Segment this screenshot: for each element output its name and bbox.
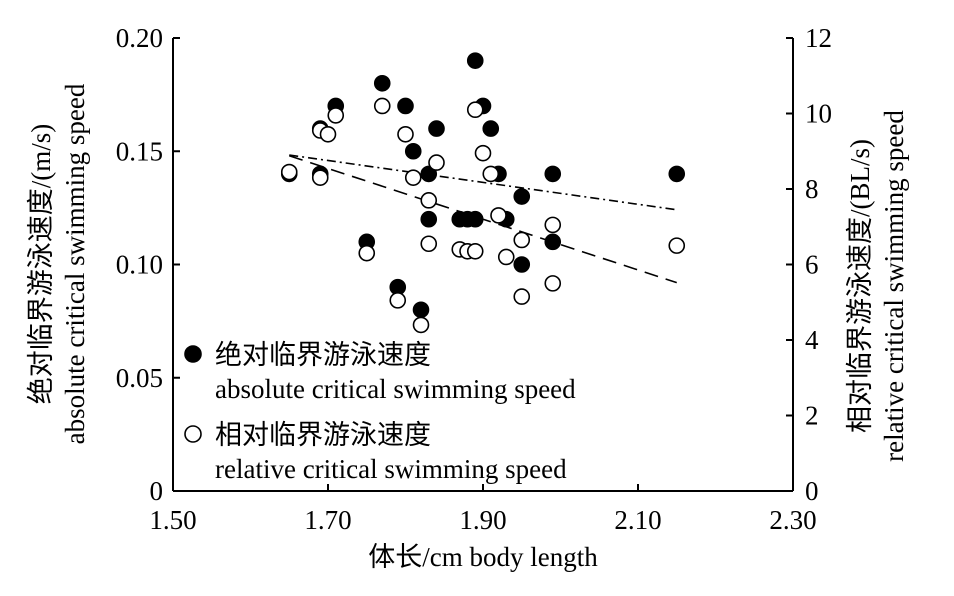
relative-speed-point (280, 163, 298, 181)
relative-speed-point (482, 165, 500, 183)
absolute-speed-point (404, 142, 422, 160)
absolute-speed-point (544, 165, 562, 183)
absolute-speed-point (412, 301, 430, 319)
relative-speed-point (490, 207, 507, 224)
relative-speed-point (373, 97, 391, 115)
legend-label-relative-cn: 相对临界游泳速度 (215, 420, 431, 450)
relative-speed-point (327, 107, 345, 124)
relative-speed-point (420, 192, 438, 209)
absolute-speed-point (482, 120, 500, 137)
left-y-tick-label: 0.20 (116, 23, 163, 53)
left-y-axis-title: 绝对临界游泳速度/(m/s) absolute critical swimmin… (26, 83, 90, 444)
relative-speed-point (319, 125, 337, 143)
x-tick-label: 1.50 (149, 505, 196, 535)
relative-speed-point (404, 169, 422, 186)
relative-speed-point (513, 288, 531, 305)
relative-speed-point (397, 125, 414, 143)
absolute-speed-point (420, 165, 438, 183)
relative-speed-point (668, 237, 686, 254)
left-y-tick-label: 0.10 (116, 250, 163, 280)
absolute-speed-point (428, 120, 445, 137)
right-y-tick-label: 6 (805, 250, 819, 280)
legend-marker-open (184, 425, 202, 443)
x-tick-label: 1.90 (459, 505, 506, 535)
right-y-tick-label: 8 (805, 174, 819, 204)
x-tick-label: 2.30 (769, 505, 816, 535)
relative-speed-point (420, 235, 438, 253)
left-y-axis-title-en: absolute critical swimming speed (60, 83, 90, 444)
absolute-speed-point (466, 210, 484, 228)
right-y-axis-title-cn: 相对临界游泳速度/(BL/s) (845, 139, 875, 433)
x-tick-label: 1.70 (304, 505, 351, 535)
legend-label-relative-en: relative critical swimming speed (215, 454, 567, 484)
left-y-axis-ticks: 0 0.05 0.10 0.15 0.20 (116, 23, 180, 506)
relative-speed-point (474, 144, 492, 162)
right-y-axis-title-en: relative critical swimming speed (879, 110, 909, 462)
relative-speed-point (466, 101, 484, 119)
absolute-speed-point (466, 52, 484, 69)
left-y-tick-label: 0.05 (116, 363, 163, 393)
right-y-tick-label: 2 (805, 401, 819, 431)
x-axis-title: 体长/cm body length (368, 542, 598, 572)
legend-label-absolute-en: absolute critical swimming speed (215, 374, 576, 404)
absolute-speed-point (513, 188, 531, 205)
right-y-axis-title: 相对临界游泳速度/(BL/s) relative critical swimmi… (845, 110, 909, 462)
absolute-speed-point (420, 210, 438, 228)
data-points (280, 52, 686, 334)
left-y-tick-label: 0.15 (116, 136, 163, 166)
relative-speed-point (544, 216, 562, 234)
relative-speed-point (497, 248, 515, 266)
absolute-speed-point (373, 75, 391, 92)
relative-speed-point (358, 244, 376, 262)
relative-speed-point (389, 292, 407, 309)
legend-label-absolute-cn: 绝对临界游泳速度 (215, 340, 431, 370)
right-y-tick-label: 12 (805, 23, 832, 53)
absolute-speed-point (397, 97, 414, 115)
right-y-tick-label: 0 (805, 476, 819, 506)
relative-speed-point (544, 275, 562, 292)
left-y-axis-title-cn: 绝对临界游泳速度/(m/s) (26, 124, 56, 405)
absolute-speed-point (513, 256, 531, 273)
left-y-tick-label: 0 (150, 476, 164, 506)
right-y-tick-label: 4 (805, 325, 819, 355)
absolute-speed-point (544, 233, 562, 251)
right-y-axis-ticks: 0 2 4 6 8 10 12 (786, 23, 832, 506)
x-axis-ticks: 1.50 1.70 1.90 2.10 2.30 (149, 484, 817, 535)
absolute-speed-point (668, 165, 686, 183)
relative-speed-point (412, 316, 430, 334)
relative-speed-point (311, 169, 329, 186)
right-y-tick-label: 10 (805, 99, 832, 129)
relative-speed-point (513, 231, 531, 249)
relative-speed-point (428, 154, 445, 171)
relative-speed-point (466, 242, 484, 260)
relative-trend-line (289, 154, 677, 211)
legend: 绝对临界游泳速度 absolute critical swimming spee… (184, 340, 576, 484)
legend-marker-filled (184, 345, 202, 363)
x-tick-label: 2.10 (614, 505, 661, 535)
